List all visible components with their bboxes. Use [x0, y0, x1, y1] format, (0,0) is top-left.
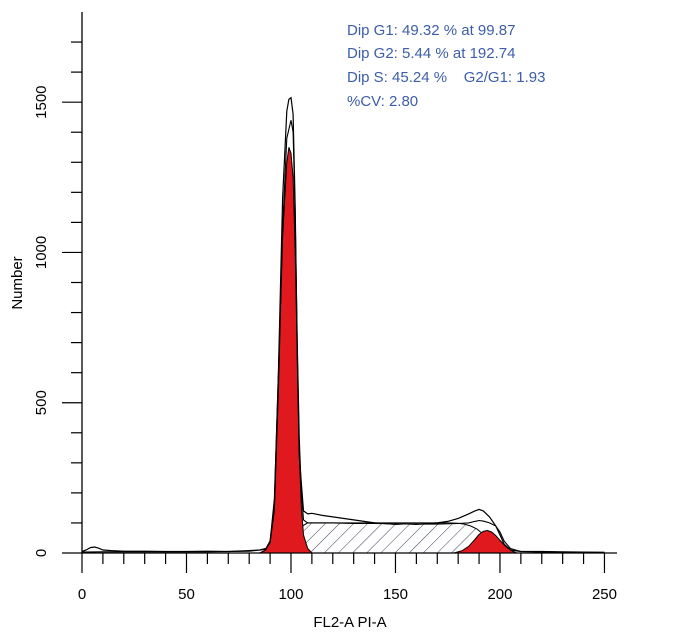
- histogram-lines: [81, 96, 605, 553]
- x-tick-label: 100: [278, 586, 303, 603]
- annotation-cv: %CV: 2.80: [347, 93, 418, 110]
- y-tick-label: 0: [33, 549, 50, 557]
- x-tick-label: 250: [592, 586, 617, 603]
- series-histogram-line: [81, 96, 605, 553]
- annotation-dip-g2: Dip G2: 5.44 % at 192.74: [347, 45, 515, 62]
- y-axis-title: Number: [9, 256, 26, 309]
- series-g1-peak: [259, 147, 314, 554]
- y-tick-label: 500: [33, 390, 50, 415]
- y-tick-label: 1000: [33, 236, 50, 269]
- y-tick-label: 1500: [33, 85, 50, 118]
- axes: 0 50 100 150 200 250 0 500 1000 1500: [33, 12, 617, 603]
- x-tick-label: 50: [178, 586, 195, 603]
- x-tick-label: 150: [383, 586, 408, 603]
- phase-fills: [259, 147, 517, 554]
- x-tick-label: 200: [487, 586, 512, 603]
- annotation-dip-s: Dip S: 45.24 % G2/G1: 1.93: [347, 69, 545, 86]
- x-tick-label: 0: [78, 586, 86, 603]
- x-axis-title: FL2-A PI-A: [313, 614, 386, 631]
- series-model-fit-line: [81, 120, 605, 553]
- annotation-dip-g1: Dip G1: 49.32 % at 99.87: [347, 22, 515, 39]
